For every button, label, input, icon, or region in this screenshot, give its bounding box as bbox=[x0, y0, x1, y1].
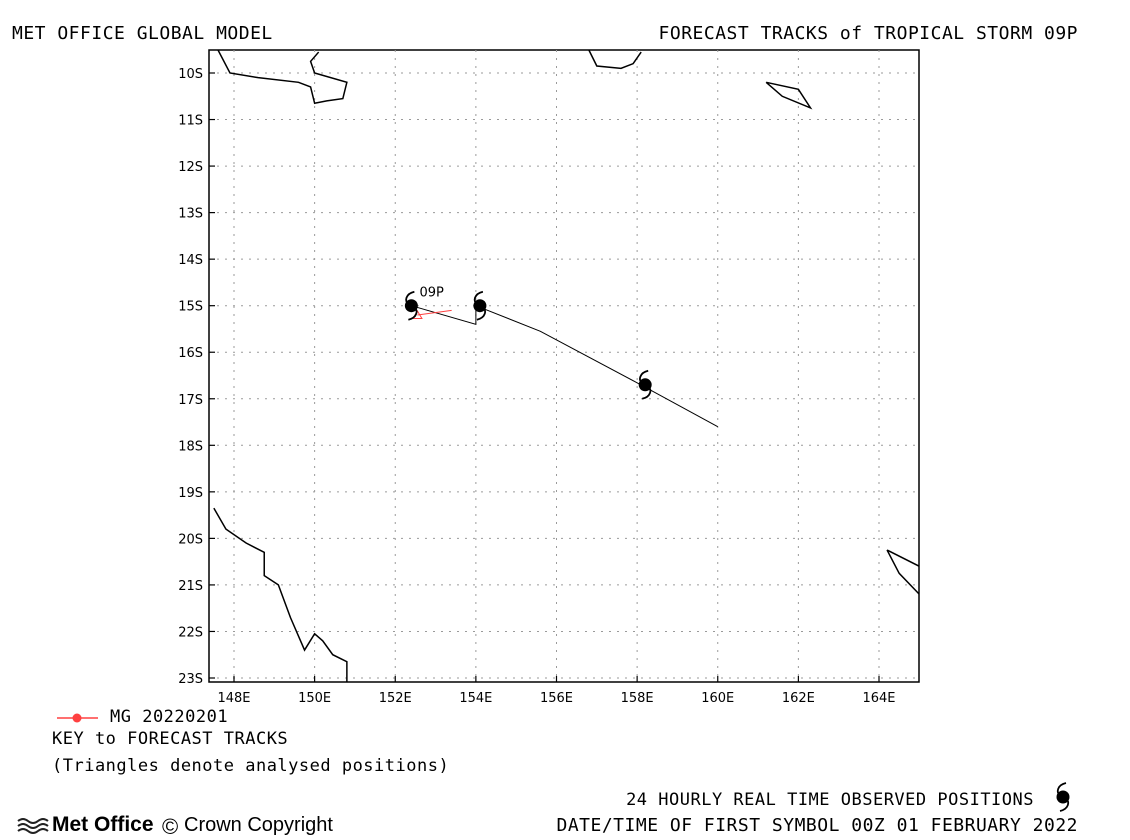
legend-marker bbox=[57, 713, 98, 723]
model-title: MET OFFICE GLOBAL MODEL bbox=[12, 23, 273, 44]
y-tick-label: 15S bbox=[178, 300, 203, 315]
y-tick-label: 11S bbox=[178, 114, 203, 129]
key-title: KEY to FORECAST TRACKS bbox=[52, 729, 289, 749]
y-tick-label: 13S bbox=[178, 207, 203, 222]
plot-frame bbox=[208, 49, 920, 683]
legend-series-label: MG 20220201 bbox=[110, 707, 229, 727]
x-tick-label: 148E bbox=[217, 691, 250, 706]
met-office-logo-icon bbox=[17, 818, 49, 834]
observed-position-marker bbox=[473, 290, 487, 321]
storm-label: 09P bbox=[419, 285, 444, 300]
x-tick-label: 164E bbox=[862, 691, 895, 706]
coastline bbox=[765, 81, 813, 110]
first-symbol-text: DATE/TIME OF FIRST SYMBOL 00Z 01 FEBRUAR… bbox=[556, 815, 1078, 836]
y-tick-label: 21S bbox=[178, 579, 203, 594]
coastline bbox=[217, 50, 348, 105]
gridlines bbox=[209, 50, 919, 682]
y-tick-label: 20S bbox=[178, 532, 203, 547]
x-tick-label: 152E bbox=[379, 691, 412, 706]
cyclone-symbol-icon bbox=[1056, 782, 1070, 812]
x-tick-label: 158E bbox=[621, 691, 654, 706]
y-tick-label: 19S bbox=[178, 486, 203, 501]
x-tick-label: 150E bbox=[298, 691, 331, 706]
tracks bbox=[404, 290, 718, 428]
y-tick-label: 17S bbox=[178, 393, 203, 408]
y-tick-label: 12S bbox=[178, 160, 203, 175]
met-office-logo-text: Met Office bbox=[52, 813, 154, 836]
key-note: (Triangles denote analysed positions) bbox=[52, 756, 450, 776]
y-tick-label: 16S bbox=[178, 346, 203, 361]
coastline bbox=[588, 50, 642, 70]
y-tick-label: 23S bbox=[178, 672, 203, 687]
x-tick-label: 162E bbox=[782, 691, 815, 706]
y-tick-label: 10S bbox=[178, 67, 203, 82]
x-tick-label: 154E bbox=[459, 691, 492, 706]
observed-position-marker bbox=[638, 369, 652, 400]
observed-track-line bbox=[411, 304, 718, 428]
chart-title: FORECAST TRACKS of TROPICAL STORM 09P bbox=[658, 23, 1078, 44]
observed-position-marker bbox=[404, 290, 418, 321]
x-tick-label: 156E bbox=[540, 691, 573, 706]
x-tick-label: 160E bbox=[701, 691, 734, 706]
coastline bbox=[886, 549, 919, 595]
forecast-track-line bbox=[417, 309, 452, 316]
observed-positions-text: 24 HOURLY REAL TIME OBSERVED POSITIONS bbox=[626, 790, 1034, 810]
copyright-text: Crown Copyright bbox=[184, 814, 333, 836]
coastline bbox=[886, 549, 919, 567]
svg-text:©: © bbox=[162, 814, 178, 839]
axis-ticks: 148E 150E 152E 154E 156E 158E 160E 162E 164E 10S 1… bbox=[178, 67, 895, 706]
coastlines bbox=[213, 50, 919, 682]
copyright-icon: © bbox=[162, 814, 178, 839]
coastline bbox=[213, 507, 348, 682]
y-tick-label: 22S bbox=[178, 625, 203, 640]
y-tick-label: 18S bbox=[178, 439, 203, 454]
y-tick-label: 14S bbox=[178, 253, 203, 268]
